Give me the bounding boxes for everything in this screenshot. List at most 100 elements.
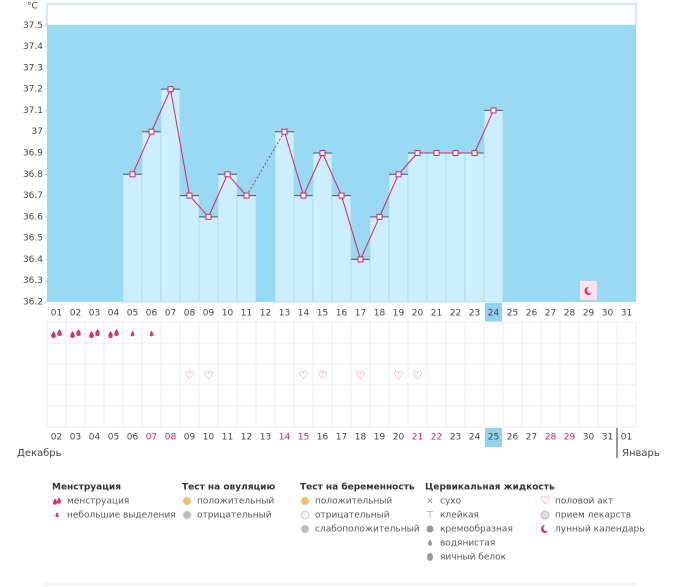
x-tick-label: 28: [564, 309, 576, 319]
x-tick-label: 06: [146, 309, 158, 319]
legend-label: сухо: [440, 497, 462, 507]
x-tick-label: 13: [279, 309, 290, 319]
cycle-date: 24: [469, 433, 481, 443]
x-tick-label: 30: [602, 309, 614, 319]
bar: [274, 131, 295, 303]
legend-icon: [426, 525, 434, 533]
point: [376, 213, 383, 220]
bar: [198, 216, 219, 303]
bar: [331, 195, 352, 303]
bar: [312, 152, 333, 303]
x-tick-label: 11: [241, 309, 252, 319]
bar: [483, 110, 504, 303]
legend-label: слабоположительный: [315, 525, 420, 535]
bar: [369, 216, 390, 303]
y-tick-label: 36.5: [23, 234, 43, 244]
y-tick-label: 37.1: [23, 106, 43, 116]
x-tick-label: 19: [393, 309, 405, 319]
menstruation-icon: [89, 331, 94, 338]
legend-title: Тест на овуляцию: [182, 483, 275, 493]
y-tick-label: 36.3: [23, 276, 43, 286]
cycle-date: 25: [488, 433, 499, 443]
legend-icon: [427, 553, 433, 561]
gap-bridge: [246, 131, 285, 196]
cycle-date: 03: [70, 433, 81, 443]
cycle-date: 12: [241, 433, 252, 443]
cycle-date: 09: [184, 433, 196, 443]
y-tick-label: 36.2: [23, 298, 43, 308]
cycle-date: 18: [355, 433, 367, 443]
cycle-date: 19: [374, 433, 386, 443]
x-tick-label: 14: [298, 309, 310, 319]
y-tick-label: 36.4: [23, 255, 43, 265]
cycle-date: 01: [621, 433, 632, 443]
cycle-date: 15: [298, 433, 309, 443]
cycle-date: 14: [279, 433, 291, 443]
cycle-date: 28: [545, 433, 557, 443]
bar: [236, 195, 257, 303]
menstruation-icon: [70, 331, 75, 338]
x-tick-label: 08: [184, 309, 196, 319]
bar: [141, 131, 162, 303]
legend-icon: [182, 496, 192, 506]
x-tick-label: 07: [165, 309, 176, 319]
y-tick-label: 37.3: [23, 63, 43, 73]
point: [414, 150, 421, 156]
x-tick-label: 03: [89, 309, 100, 319]
cycle-date: 26: [507, 433, 519, 443]
cycle-date: 02: [51, 433, 62, 443]
x-tick-label: 24: [488, 309, 500, 319]
point: [471, 150, 478, 156]
cycle-date: 29: [564, 433, 576, 443]
month-label: Декабрь: [17, 448, 62, 459]
y-tick-label: 36.9: [23, 149, 43, 159]
x-tick-label: 18: [374, 309, 386, 319]
spotting-icon: [149, 330, 154, 337]
legend-label: прием лекарств: [555, 511, 631, 521]
x-tick-label: 23: [469, 309, 480, 319]
x-tick-label: 20: [412, 309, 424, 319]
y-tick-label: 36.7: [23, 191, 43, 201]
cycle-date: 30: [583, 433, 595, 443]
cycle-date: 13: [260, 433, 271, 443]
legend-icon: ×: [426, 497, 434, 507]
y-unit: °C: [27, 2, 38, 12]
bar: [426, 152, 447, 303]
point: [319, 150, 326, 156]
menstruation-icon: [57, 329, 62, 336]
cycle-date: 17: [336, 433, 347, 443]
point: [395, 171, 402, 178]
x-tick-label: 09: [203, 309, 215, 319]
x-tick-label: 21: [431, 309, 442, 319]
cycle-date: 07: [146, 433, 157, 443]
legend-icon: [300, 524, 310, 534]
cycle-date: 08: [165, 433, 177, 443]
menstruation-icon: [95, 329, 100, 336]
menstruation-icon: [108, 331, 113, 338]
x-tick-label: 10: [222, 309, 234, 319]
legend-label: положительный: [197, 497, 274, 507]
cycle-date: 20: [393, 433, 405, 443]
point: [281, 128, 288, 135]
legend-label: отрицательный: [315, 511, 390, 521]
heart-icon: ♡: [356, 369, 366, 382]
month-label: Январь: [622, 448, 660, 459]
bar: [407, 152, 428, 303]
x-tick-label: 04: [108, 309, 120, 319]
point: [243, 192, 250, 199]
bar: [388, 173, 409, 303]
heart-icon: ♡: [185, 369, 195, 382]
today-box: [485, 303, 502, 322]
point: [129, 171, 136, 178]
x-tick-label: 22: [450, 309, 461, 319]
plot-top: [46, 3, 637, 26]
legend-label: небольшие выделения: [67, 511, 176, 521]
heart-icon: ♡: [413, 369, 423, 382]
cycle-date: 06: [127, 433, 139, 443]
y-tick-label: 37.4: [23, 42, 43, 52]
x-tick-label: 25: [507, 309, 518, 319]
cycle-date: 04: [89, 433, 101, 443]
legend-title: Цервикальная жидкость: [425, 483, 555, 493]
legend-icon: [52, 498, 58, 505]
